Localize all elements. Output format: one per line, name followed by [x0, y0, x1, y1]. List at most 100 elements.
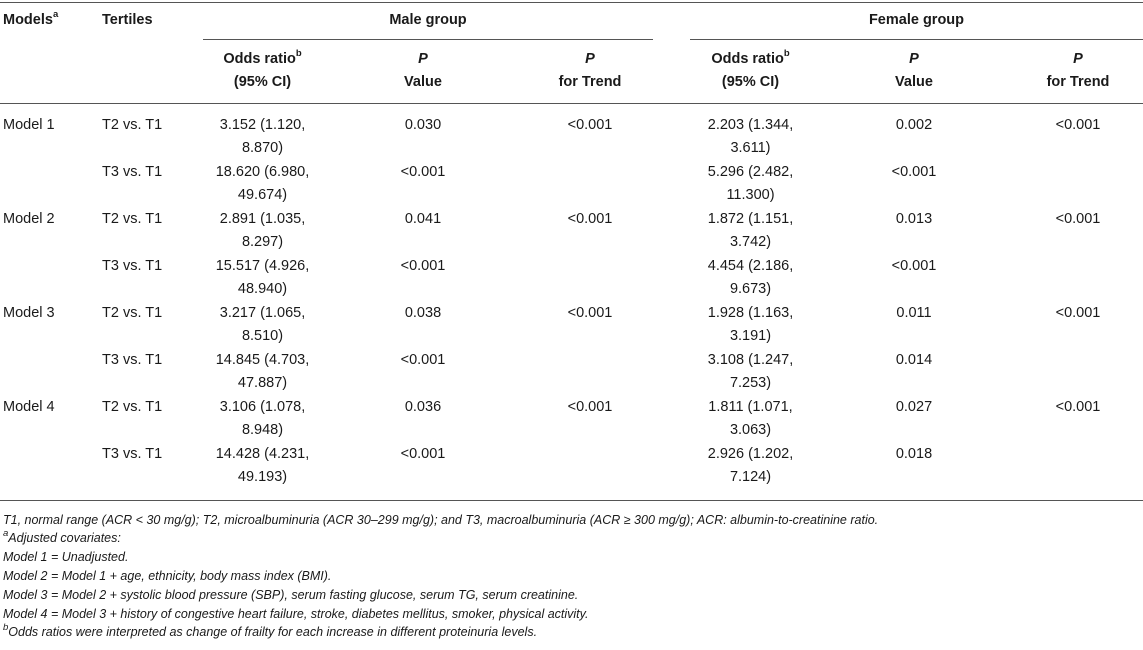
cell-female-or: 2.926 (1.202, 7.124)	[683, 443, 818, 489]
cell-male-or: 15.517 (4.926, 48.940)	[195, 255, 330, 301]
footnote-odds-ratios: bOdds ratios were interpreted as change …	[3, 621, 538, 640]
female-group-underline	[690, 39, 1143, 40]
cell-model: Model 2	[3, 211, 55, 227]
cell-tertile: T2 vs. T1	[102, 305, 163, 321]
cell-female-or-line2: 3.191)	[729, 328, 772, 344]
cell-male-trend: <0.001	[567, 305, 613, 321]
cell-tertile: T3 vs. T1	[102, 352, 163, 368]
cell-female-p: <0.001	[891, 258, 937, 274]
male-p-label: P	[418, 51, 428, 67]
table-bottom-rule	[0, 500, 1143, 501]
male-p-value-header: P Value	[373, 48, 473, 94]
cell-female-or-line1: 1.811 (1.071,	[708, 399, 793, 415]
cell-female-or-line2: 7.124)	[729, 469, 772, 485]
footnote-adjusted: aAdjusted covariates:	[3, 527, 121, 546]
cell-male-p: 0.041	[404, 211, 442, 227]
cell-female-p: 0.014	[895, 352, 933, 368]
footnote-adjusted-text: Adjusted covariates:	[8, 531, 121, 545]
cell-male-or: 14.845 (4.703, 47.887)	[195, 349, 330, 395]
female-or-label: Odds ratio	[711, 51, 784, 67]
cell-female-or-line1: 5.296 (2.482,	[707, 164, 794, 180]
cell-male-trend: <0.001	[567, 211, 613, 227]
cell-male-or-line2: 49.193)	[237, 469, 288, 485]
cell-model: Model 4	[3, 399, 55, 415]
male-or-sup: b	[295, 48, 302, 60]
cell-male-or-line2: 48.940)	[237, 281, 288, 297]
cell-female-p: 0.011	[896, 305, 932, 321]
cell-female-or: 2.203 (1.344, 3.611)	[683, 114, 818, 160]
cell-female-or-line1: 3.108 (1.247,	[707, 352, 794, 368]
cell-tertile: T2 vs. T1	[102, 211, 163, 227]
male-trend-p-label: P	[585, 51, 595, 67]
cell-female-or: 1.872 (1.151, 3.742)	[683, 208, 818, 254]
cell-female-or: 3.108 (1.247, 7.253)	[683, 349, 818, 395]
header-models-label: Models	[3, 12, 53, 28]
cell-model: Model 3	[3, 305, 55, 321]
female-p-label: P	[909, 51, 919, 67]
header-tertiles: Tertiles	[102, 12, 153, 28]
cell-tertile: T3 vs. T1	[102, 164, 163, 180]
cell-female-or-line1: 1.872 (1.151,	[707, 211, 794, 227]
male-odds-ratio-header: Odds ratiob (95% CI)	[195, 48, 330, 94]
cell-male-or-line2: 49.674)	[237, 187, 288, 203]
cell-male-p: 0.036	[404, 399, 442, 415]
cell-female-p: 0.018	[895, 446, 933, 462]
cell-female-or-line2: 9.673)	[729, 281, 772, 297]
footnote-adjusted-sup: a	[3, 527, 9, 539]
cell-female-p: <0.001	[891, 164, 937, 180]
cell-female-or-line2: 11.300)	[726, 187, 775, 203]
male-or-ci-label: (95% CI)	[233, 74, 292, 90]
footnote-model2: Model 2 = Model 1 + age, ethnicity, body…	[3, 569, 332, 583]
cell-male-p: <0.001	[400, 446, 446, 462]
cell-female-p: 0.027	[895, 399, 933, 415]
cell-female-or-line2: 3.063)	[729, 422, 772, 438]
cell-male-or-line1: 3.217 (1.065,	[219, 305, 306, 321]
footnote-odds-text: Odds ratios were interpreted as change o…	[8, 625, 538, 639]
footnote-odds-sup: b	[3, 621, 9, 633]
cell-female-or-line1: 2.926 (1.202,	[707, 446, 794, 462]
male-p-trend-header: P for Trend	[535, 48, 645, 94]
cell-male-or-line1: 15.517 (4.926,	[215, 258, 310, 274]
footnote-definitions: T1, normal range (ACR < 30 mg/g); T2, mi…	[3, 513, 879, 527]
cell-male-trend: <0.001	[567, 117, 613, 133]
female-p-trend-header: P for Trend	[1023, 48, 1133, 94]
cell-male-or-line1: 14.845 (4.703,	[215, 352, 310, 368]
cell-male-or-line2: 8.510)	[241, 328, 284, 344]
cell-female-or: 5.296 (2.482, 11.300)	[683, 161, 818, 207]
male-or-label: Odds ratio	[223, 51, 296, 67]
cell-female-p: 0.013	[895, 211, 933, 227]
cell-model: Model 1	[3, 117, 55, 133]
cell-male-p: <0.001	[400, 258, 446, 274]
cell-tertile: T3 vs. T1	[102, 258, 163, 274]
header-bottom-rule	[0, 103, 1143, 104]
cell-male-p: 0.030	[404, 117, 442, 133]
cell-male-or-line2: 47.887)	[237, 375, 288, 391]
cell-female-or-line2: 3.611)	[730, 140, 771, 156]
cell-male-or-line2: 8.870)	[241, 140, 284, 156]
cell-female-or: 1.928 (1.163, 3.191)	[683, 302, 818, 348]
cell-male-or-line2: 8.297)	[241, 234, 284, 250]
header-male-group: Male group	[389, 12, 467, 28]
cell-male-or-line1: 14.428 (4.231,	[215, 446, 310, 462]
cell-female-or-line2: 7.253)	[729, 375, 772, 391]
cell-tertile: T2 vs. T1	[102, 117, 163, 133]
cell-tertile: T3 vs. T1	[102, 446, 163, 462]
cell-male-trend: <0.001	[567, 399, 613, 415]
cell-male-or-line2: 8.948)	[241, 422, 284, 438]
female-or-ci-label: (95% CI)	[721, 74, 780, 90]
cell-female-trend: <0.001	[1055, 399, 1101, 415]
footnote-model3: Model 3 = Model 2 + systolic blood press…	[3, 588, 579, 602]
cell-male-p: <0.001	[400, 352, 446, 368]
footnote-model4: Model 4 = Model 3 + history of congestiv…	[3, 607, 589, 621]
cell-female-trend: <0.001	[1055, 211, 1101, 227]
cell-male-p: <0.001	[400, 164, 446, 180]
cell-male-or: 3.152 (1.120, 8.870)	[195, 114, 330, 160]
header-models-sup: a	[52, 9, 59, 21]
cell-male-or-line1: 18.620 (6.980,	[215, 164, 310, 180]
cell-male-or: 3.217 (1.065, 8.510)	[195, 302, 330, 348]
cell-female-or-line1: 2.203 (1.344,	[707, 117, 794, 133]
cell-male-or: 2.891 (1.035, 8.297)	[195, 208, 330, 254]
cell-male-p: 0.038	[404, 305, 442, 321]
footnote-model1: Model 1 = Unadjusted.	[3, 550, 129, 564]
header-models: Modelsa	[3, 9, 58, 32]
